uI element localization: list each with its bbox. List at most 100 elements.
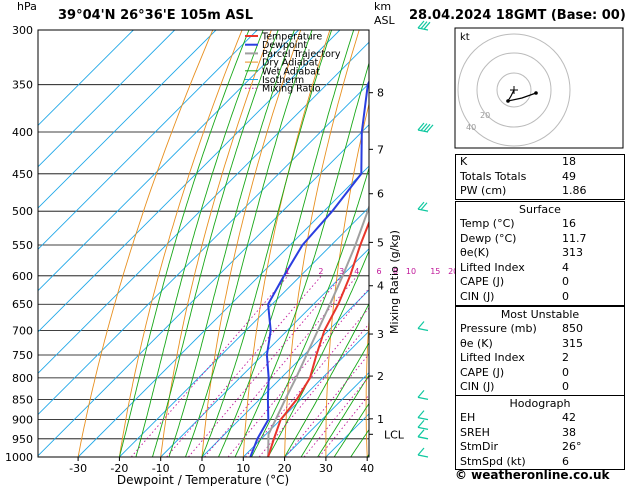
pressure-tick-label: 400: [12, 126, 33, 139]
isotherm-line: [160, 248, 369, 457]
km-tick-label: 3: [377, 328, 384, 341]
hodograph-row: StmDir 26°: [460, 440, 582, 454]
wind-barb: [417, 454, 429, 458]
mixing-ratio-label: 4: [354, 267, 359, 276]
date-title: 28.04.2024 18GMT (Base: 00): [409, 8, 626, 23]
wind-barb: [417, 416, 429, 421]
hodograph-frame: [454, 27, 624, 149]
wind-barb-flag: [417, 122, 425, 131]
dry-adiabat-line: [242, 30, 331, 457]
isotherm-line: [38, 30, 217, 209]
wind-barb-flag: [423, 123, 431, 132]
pressure-tick-label: 1000: [5, 451, 33, 464]
dry-adiabat-line: [77, 30, 214, 457]
wet-adiabat-line: [218, 30, 355, 457]
index-row-k: K 18: [460, 155, 576, 168]
mixing-ratio-axis-label: Mixing Ratio (g/kg): [388, 230, 401, 334]
mixing-ratio-line: [284, 353, 369, 457]
legend-entry: Dewpoint: [262, 40, 307, 51]
mixing-ratio-label: 20: [448, 267, 458, 276]
index-row-totals: Totals Totals 49: [460, 169, 576, 183]
km-tick-label: 8: [377, 87, 384, 100]
most-unstable-title: Most Unstable: [500, 308, 580, 321]
legend-entry: Temperature: [261, 32, 322, 43]
dry-adiabat-line: [201, 30, 302, 457]
isotherm-line: [38, 41, 369, 374]
hodograph-ring-label: 20: [480, 111, 490, 120]
mixing-ratio-line: [166, 275, 322, 457]
wet-adiabat-line: [251, 166, 369, 457]
wind-barb-flag: [417, 447, 425, 456]
km-tick-label: 5: [377, 236, 384, 249]
isotherm-line: [201, 289, 369, 457]
wind-barb-flag: [426, 124, 434, 133]
mixing-ratio-label: 15: [430, 267, 440, 276]
km-tick-label: 7: [377, 143, 384, 156]
surface-row: CIN (J) 0: [460, 289, 569, 303]
surface-row: Dewp (°C) 11.7: [460, 231, 587, 245]
wet-adiabat-line: [118, 30, 250, 457]
wind-barb-flag: [417, 20, 425, 29]
isotherm-line: [38, 30, 176, 168]
parcel-trajectory-line: [267, 204, 369, 457]
mixing-ratio-label: 6: [377, 267, 382, 276]
wind-barb-flag: [417, 410, 425, 419]
legend-entry: Parcel Trajectory: [262, 49, 341, 60]
dry-adiabat-line: [118, 30, 243, 457]
wind-barb-flag: [420, 123, 428, 132]
isotherm-line: [242, 330, 369, 457]
wind-barb-flag: [417, 389, 425, 398]
hodograph-ring: [496, 72, 532, 108]
wind-barb: [417, 129, 429, 133]
temperature-tick-label: 40: [360, 462, 374, 475]
wind-barb: [417, 327, 429, 332]
surface-panel: Surface Temp (°C) 16 Dewp (°C) 11.7 θe(K) 3…: [455, 201, 625, 306]
isotherm-line: [284, 371, 369, 457]
wet-adiabat-line: [201, 30, 333, 457]
wet-adiabat-line: [317, 374, 369, 457]
hodograph-unit-label: kt: [460, 32, 470, 43]
lcl-label: LCL: [384, 428, 405, 441]
temperature-tick-label: -20: [110, 462, 128, 475]
mixing-ratio-label: 2: [318, 267, 323, 276]
km-tick-label: 6: [377, 188, 384, 201]
dewpoint-line: [249, 79, 369, 457]
temperature-line: [267, 219, 369, 457]
most-unstable-row: Lifted Index 2: [460, 351, 569, 365]
km-tick-label: 1: [377, 413, 384, 426]
temperature-tick-label: 10: [236, 462, 250, 475]
surface-row: CAPE (J) 0: [460, 275, 569, 289]
km-label: km: [374, 0, 392, 13]
surface-title: Surface: [519, 203, 561, 216]
isotherm-line: [38, 30, 299, 292]
mixing-ratio-label: 3: [339, 267, 344, 276]
mixing-ratio-label: 1: [285, 267, 290, 276]
most-unstable-row: CIN (J) 0: [460, 380, 569, 394]
dry-adiabat-line: [160, 30, 272, 457]
index-row-pw: PW (cm) 1.86: [460, 184, 587, 198]
mixing-ratio-label: 8: [393, 267, 398, 276]
wet-adiabat-line: [185, 30, 313, 457]
temperature-tick-label: -10: [152, 462, 170, 475]
pressure-tick-label: 650: [12, 298, 33, 311]
wet-adiabat-line: [333, 402, 369, 457]
pressure-tick-label: 800: [12, 372, 33, 385]
pressure-tick-label: 950: [12, 433, 33, 446]
hodograph-point: [506, 99, 510, 103]
isotherm-line: [38, 124, 369, 457]
wet-adiabat-line: [267, 249, 369, 457]
most-unstable-panel: Most Unstable Pressure (mb) 850 θe (K) 315…: [455, 306, 625, 396]
wet-adiabat-line: [234, 61, 369, 457]
hodograph-stats-panel: Hodograph EH 42 SREH 38 StmDir 26° StmSpd (…: [455, 395, 625, 471]
wet-adiabat-line: [300, 342, 369, 457]
mixing-ratio-line: [130, 275, 289, 457]
pressure-tick-label: 600: [12, 270, 33, 283]
hodograph-stats-title: Hodograph: [509, 397, 571, 410]
hodograph-row: EH 42: [460, 411, 576, 424]
isotherm-line: [38, 30, 341, 333]
dry-adiabat-line: [405, 30, 447, 457]
isotherm-line: [38, 30, 134, 127]
hodograph-row: SREH 38: [460, 425, 576, 439]
wet-adiabat-line: [168, 30, 295, 457]
